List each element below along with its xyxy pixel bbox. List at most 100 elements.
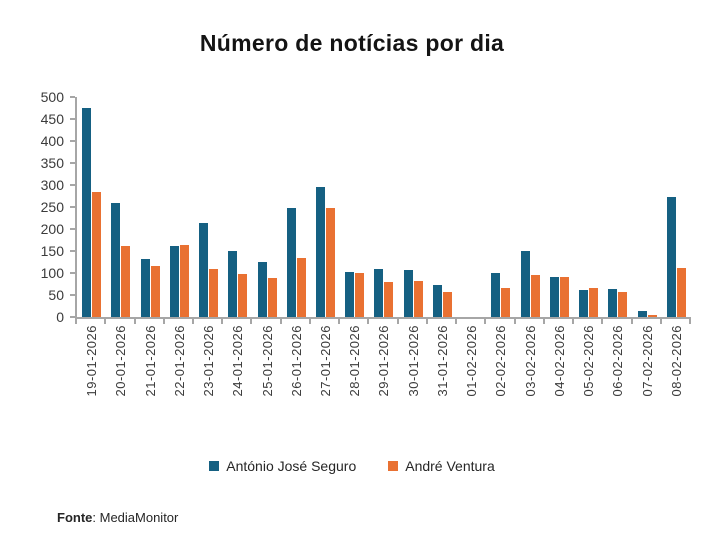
y-axis-tick-mark: [70, 272, 75, 274]
x-label-cell: 08-02-2026: [662, 325, 691, 420]
bar-antonio-jose-seguro: [491, 272, 501, 317]
x-axis-tick-label: 29-01-2026: [376, 325, 392, 397]
y-axis-tick-label: 300: [40, 177, 64, 193]
x-label-cell: 30-01-2026: [399, 325, 428, 420]
x-label-cell: 01-02-2026: [457, 325, 486, 420]
bar-antonio-jose-seguro: [345, 272, 355, 317]
x-axis-tick-mark: [689, 319, 691, 324]
source-footer-value: : MediaMonitor: [92, 510, 179, 525]
bar-andre-ventura: [589, 288, 599, 317]
legend-label: André Ventura: [405, 458, 495, 474]
y-axis-tick-mark: [70, 96, 75, 98]
x-axis-tick-label: 07-02-2026: [639, 325, 655, 397]
x-label-cell: 24-01-2026: [223, 325, 252, 420]
y-axis-tick-mark: [70, 118, 75, 120]
bar-antonio-jose-seguro: [199, 222, 209, 317]
bar-antonio-jose-seguro: [520, 251, 530, 317]
x-label-cell: 07-02-2026: [632, 325, 661, 420]
y-axis-tick-mark: [70, 140, 75, 142]
x-label-cell: 03-02-2026: [516, 325, 545, 420]
x-label-cell: 28-01-2026: [340, 325, 369, 420]
x-axis-tick-mark: [75, 319, 77, 324]
x-axis-tick-mark: [396, 319, 399, 324]
x-axis-tick-mark: [162, 319, 165, 324]
bar-andre-ventura: [179, 244, 189, 317]
bar-group-30-01-2026: [399, 97, 428, 317]
bar-andre-ventura: [647, 315, 657, 317]
x-axis-tick-mark: [425, 319, 428, 324]
x-axis-tick-label: 06-02-2026: [610, 325, 626, 397]
x-axis-tick-label: 28-01-2026: [347, 325, 363, 397]
x-axis-labels: 19-01-2026 20-01-2026 21-01-2026 22-01-2026…: [77, 325, 691, 420]
x-axis-tick-label: 25-01-2026: [259, 325, 275, 397]
x-label-cell: 21-01-2026: [135, 325, 164, 420]
bar-andre-ventura: [238, 274, 248, 317]
bar-andre-ventura: [355, 273, 365, 317]
x-axis-tick-mark: [192, 319, 194, 324]
x-axis-tick-mark: [513, 319, 516, 324]
x-axis-tick-label: 05-02-2026: [581, 325, 597, 397]
y-axis-tick-label: 500: [40, 89, 64, 105]
y-axis-tick-mark: [70, 206, 75, 208]
bar-group-22-01-2026: [165, 97, 194, 317]
x-axis-tick-label: 26-01-2026: [288, 325, 304, 397]
x-axis-tick-mark: [221, 319, 224, 324]
y-axis-tick-label: 100: [40, 265, 64, 281]
legend-item-andre-ventura: André Ventura: [388, 458, 495, 474]
y-axis-labels: 500 450 400 350 300 250 200 150 100 50 0: [0, 89, 64, 325]
x-axis-tick-mark: [484, 319, 487, 324]
bar-group-28-01-2026: [340, 97, 369, 317]
bar-antonio-jose-seguro: [257, 261, 267, 317]
legend-label: António José Seguro: [226, 458, 357, 474]
source-footer: Fonte: MediaMonitor: [57, 510, 178, 525]
x-label-cell: 27-01-2026: [311, 325, 340, 420]
bar-antonio-jose-seguro: [140, 259, 150, 317]
bar-andre-ventura: [413, 280, 423, 317]
x-label-cell: 31-01-2026: [428, 325, 457, 420]
bar-antonio-jose-seguro: [579, 290, 589, 317]
bar-andre-ventura: [559, 277, 569, 317]
bar-group-05-02-2026: [574, 97, 603, 317]
bar-group-06-02-2026: [603, 97, 632, 317]
x-axis-tick-label: 22-01-2026: [171, 325, 187, 397]
y-axis-tick-label: 0: [56, 309, 64, 325]
legend: António José Seguro André Ventura: [0, 458, 704, 474]
x-label-cell: 25-01-2026: [252, 325, 281, 420]
bar-antonio-jose-seguro: [315, 186, 325, 317]
bar-group-26-01-2026: [282, 97, 311, 317]
x-axis-tick-label: 03-02-2026: [522, 325, 538, 397]
x-axis-tick-label: 23-01-2026: [201, 325, 217, 397]
y-axis-tick-label: 200: [40, 221, 64, 237]
x-axis-tick-mark: [542, 319, 545, 324]
x-axis-tick-mark: [455, 319, 458, 324]
x-label-cell: 19-01-2026: [77, 325, 106, 420]
bar-group-01-02-2026: [457, 97, 486, 317]
bar-antonio-jose-seguro: [111, 202, 121, 317]
bar-group-24-01-2026: [223, 97, 252, 317]
bar-antonio-jose-seguro: [432, 285, 442, 317]
x-label-cell: 26-01-2026: [282, 325, 311, 420]
bar-antonio-jose-seguro: [228, 251, 238, 317]
x-axis-tick-mark: [308, 319, 311, 324]
bar-andre-ventura: [150, 266, 160, 317]
x-axis-tick-mark: [572, 319, 574, 324]
bar-andre-ventura: [209, 269, 219, 317]
bar-antonio-jose-seguro: [666, 197, 676, 317]
bar-group-03-02-2026: [516, 97, 545, 317]
bar-group-21-01-2026: [135, 97, 164, 317]
x-axis-tick-label: 01-02-2026: [464, 325, 480, 397]
bar-group-23-01-2026: [194, 97, 223, 317]
x-axis-tick-label: 19-01-2026: [84, 325, 100, 397]
bar-group-04-02-2026: [545, 97, 574, 317]
bar-group-20-01-2026: [106, 97, 135, 317]
y-axis-tick-mark: [70, 228, 75, 230]
bar-antonio-jose-seguro: [549, 277, 559, 317]
legend-swatch-icon: [388, 461, 399, 471]
bar-antonio-jose-seguro: [403, 269, 413, 317]
x-axis-tick-label: 27-01-2026: [317, 325, 333, 397]
x-axis-tick-mark: [133, 319, 136, 324]
bar-group-07-02-2026: [632, 97, 661, 317]
y-axis-tick-mark: [70, 250, 75, 252]
x-axis-tick-label: 21-01-2026: [142, 325, 158, 397]
